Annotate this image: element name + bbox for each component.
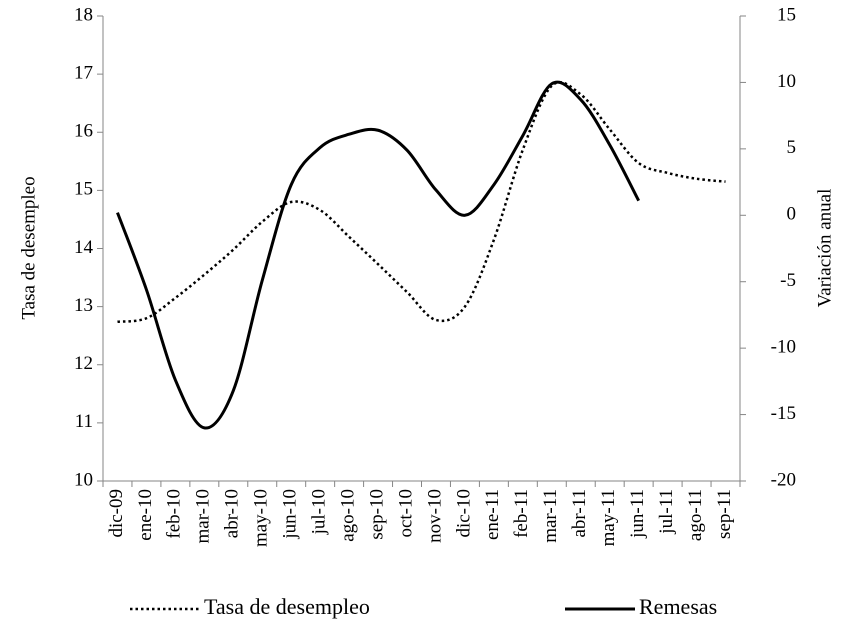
x-tick-label: may-10 [251, 489, 272, 547]
y2-tick-label: 10 [777, 71, 796, 92]
x-tick-label: oct-10 [395, 489, 416, 538]
x-tick-label: jul-11 [656, 489, 677, 535]
series-line [116, 80, 640, 430]
y2-tick-label: -15 [771, 403, 796, 424]
x-tick-label: mar-10 [193, 489, 214, 544]
x-tick-label: feb-11 [511, 489, 532, 538]
y-tick-label: 15 [74, 179, 93, 200]
y2-tick-label: -5 [780, 270, 796, 291]
y2-tick-label: 15 [777, 4, 796, 25]
y2-tick-label: -20 [771, 469, 796, 490]
y-tick-label: 11 [75, 411, 93, 432]
x-tick-label: sep-11 [714, 489, 735, 539]
legend-label: Tasa de desempleo [204, 594, 370, 619]
x-tick-label: dic-09 [106, 489, 127, 538]
y2-tick-label: 0 [787, 204, 797, 225]
y-tick-label: 17 [74, 62, 93, 83]
x-tick-label: nov-10 [424, 489, 445, 543]
x-tick-label: ago-11 [685, 489, 706, 541]
x-tick-label: mar-11 [540, 489, 561, 543]
x-tick-label: sep-10 [366, 489, 387, 540]
x-tick-label: jun-11 [627, 489, 648, 539]
x-tick-label: feb-10 [164, 489, 185, 539]
x-tick-label: abr-10 [222, 489, 243, 538]
y-tick-label: 14 [74, 237, 94, 258]
y-tick-label: 10 [74, 469, 93, 490]
y-tick-label: 13 [74, 295, 93, 316]
y-tick-label: 16 [74, 121, 93, 142]
y2-axis-title: Variación anual [814, 189, 835, 308]
x-tick-label: ago-10 [337, 489, 358, 542]
x-tick-label: abr-11 [569, 489, 590, 538]
y-axis-title: Tasa de desempleo [18, 176, 39, 319]
y-tick-label: 12 [74, 353, 93, 374]
legend-label: Remesas [639, 594, 717, 619]
y-tick-label: 18 [74, 4, 93, 25]
series-line [117, 80, 726, 323]
x-tick-label: may-11 [598, 489, 619, 546]
y2-tick-label: -10 [771, 337, 796, 358]
y2-tick-label: 5 [787, 137, 797, 158]
x-tick-label: jul-10 [309, 489, 330, 535]
x-tick-label: dic-10 [453, 489, 474, 538]
x-tick-label: ene-11 [482, 489, 503, 540]
x-tick-label: ene-10 [135, 489, 156, 541]
x-tick-label: jun-10 [280, 489, 301, 540]
